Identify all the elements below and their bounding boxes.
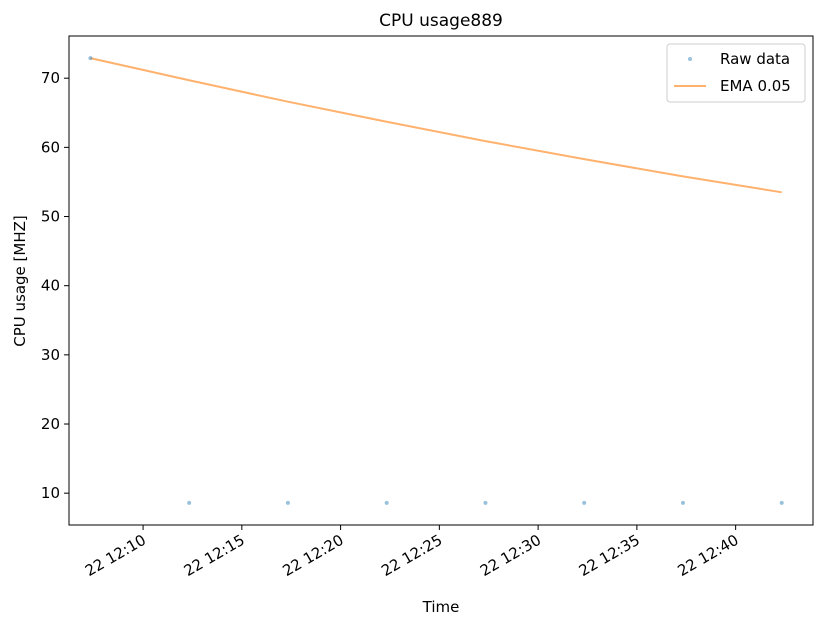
raw-data-point [680,500,685,505]
series-line-ema [90,57,782,194]
y-axis-label: CPU usage [MHZ] [11,215,29,347]
y-tick-label: 70 [41,69,60,87]
x-tick-label: 22 12:15 [181,531,248,580]
y-tick-label: 20 [41,415,60,433]
legend-marker-raw-data [688,57,692,61]
x-tick-label: 22 12:35 [576,531,643,580]
legend-box [666,43,806,103]
y-tick-label: 10 [41,484,60,502]
legend-label: Raw data [720,50,790,68]
plot-frame [68,35,814,526]
x-axis: 22 12:10 22 12:15 22 12:20 22 12:25 22 12:30… [82,525,742,580]
x-tick-label: 22 12:10 [82,531,149,580]
legend: Raw data EMA 0.05 [666,43,806,103]
y-axis: 10 20 30 40 50 60 70 [41,69,69,502]
y-tick-label: 50 [41,208,60,226]
raw-data-point [187,500,192,505]
chart-title: CPU usage889 [379,11,503,31]
x-axis-label: Time [422,598,460,616]
y-tick-label: 40 [41,277,60,295]
plot-content [88,56,784,505]
raw-data-point [779,500,784,505]
x-tick-label: 22 12:40 [675,531,742,580]
raw-data-point [483,500,488,505]
y-tick-label: 30 [41,346,60,364]
x-tick-label: 22 12:20 [279,531,346,580]
y-tick-label: 60 [41,138,60,156]
raw-data-point [285,500,290,505]
raw-data-point [582,500,587,505]
legend-label: EMA 0.05 [720,77,791,95]
x-tick-label: 22 12:30 [477,531,544,580]
x-tick-label: 22 12:25 [378,531,445,580]
raw-data-point [88,56,93,61]
raw-data-point [384,500,389,505]
